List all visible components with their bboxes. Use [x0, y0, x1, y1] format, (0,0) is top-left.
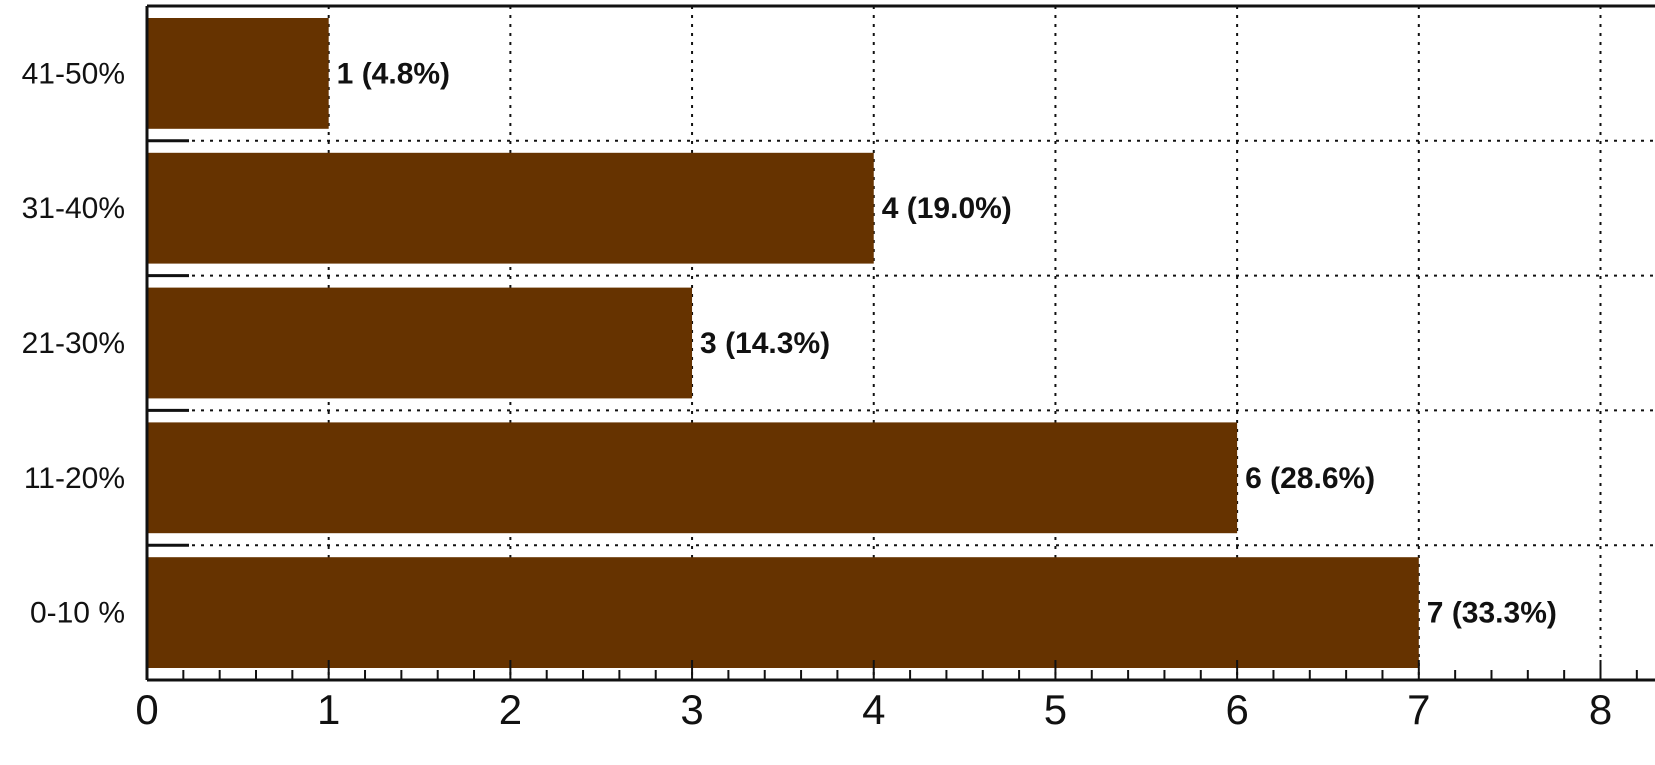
data-label-3: 3 (14.3%)	[700, 327, 830, 360]
bar-3	[147, 287, 693, 399]
x-tick-label-4: 4	[862, 686, 885, 733]
category-label-1: 0-10 %	[30, 597, 125, 630]
bars	[147, 18, 1419, 668]
x-tick-label-2: 2	[499, 686, 522, 733]
data-label-5: 1 (4.8%)	[337, 57, 450, 90]
category-label-3: 21-30%	[22, 327, 125, 360]
x-tick-label-8: 8	[1589, 686, 1612, 733]
data-label-1: 7 (33.3%)	[1427, 597, 1557, 630]
axes	[145, 4, 1655, 682]
category-label-2: 11-20%	[24, 462, 125, 495]
labels: 0-10 % 7 (33.3%) 11-20% 6 (28.6%) 21-30% 3 (1…	[22, 57, 1613, 733]
data-label-2: 6 (28.6%)	[1245, 462, 1375, 495]
bar-1	[147, 557, 1419, 668]
x-tick-label-7: 7	[1407, 686, 1430, 733]
x-tick-label-1: 1	[317, 686, 340, 733]
category-label-4: 31-40%	[22, 192, 125, 225]
bar-4	[147, 152, 874, 264]
x-tick-label-3: 3	[680, 686, 703, 733]
x-tick-label-5: 5	[1044, 686, 1067, 733]
x-tick-label-6: 6	[1225, 686, 1248, 733]
data-label-4: 4 (19.0%)	[882, 192, 1012, 225]
bar-2	[147, 422, 1238, 534]
category-label-5: 41-50%	[22, 57, 125, 90]
bar-5	[147, 18, 329, 129]
x-tick-label-0: 0	[135, 686, 158, 733]
